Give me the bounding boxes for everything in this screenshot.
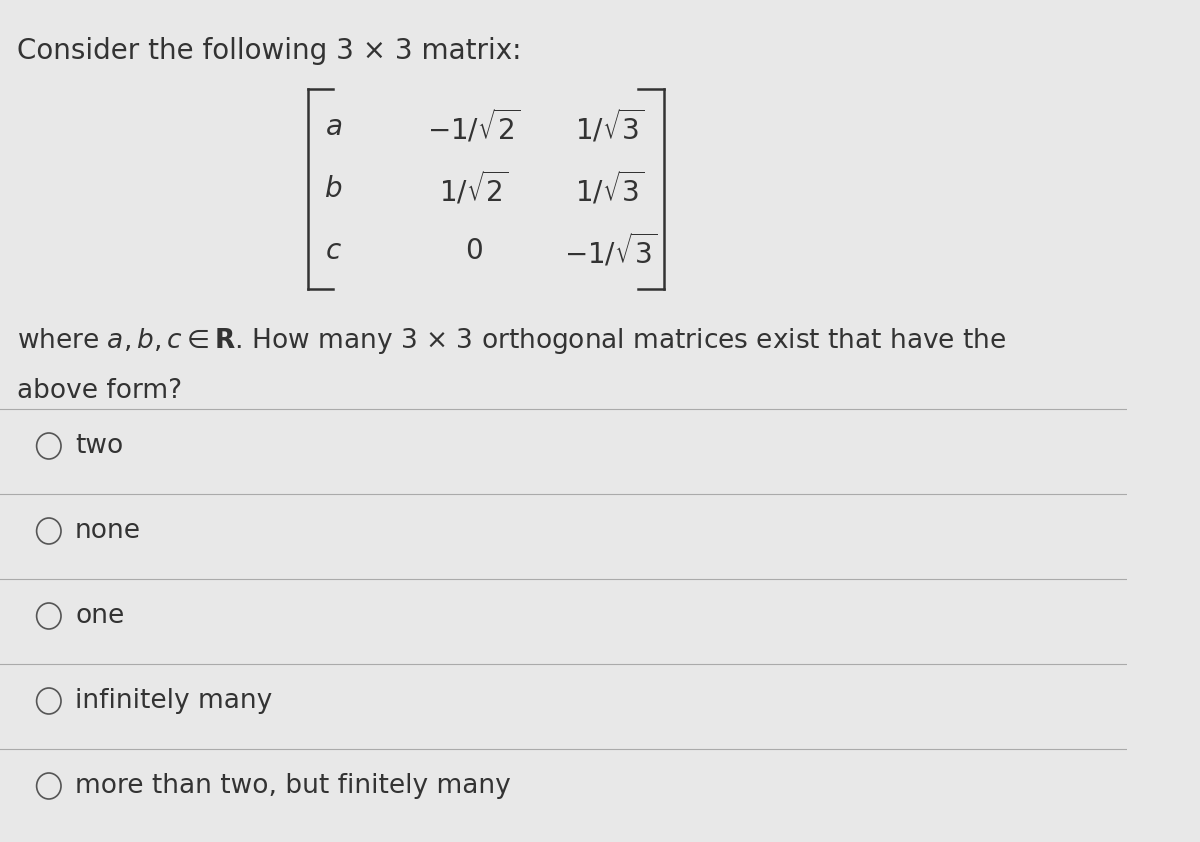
Text: above form?: above form? xyxy=(17,378,182,404)
Text: one: one xyxy=(76,603,125,629)
Text: $b$: $b$ xyxy=(324,175,342,203)
Text: none: none xyxy=(76,518,142,544)
Text: two: two xyxy=(76,433,124,459)
Text: $1/\sqrt{3}$: $1/\sqrt{3}$ xyxy=(575,108,646,146)
Text: more than two, but finitely many: more than two, but finitely many xyxy=(76,773,511,799)
Text: $-1/\sqrt{2}$: $-1/\sqrt{2}$ xyxy=(427,108,521,146)
Text: $0$: $0$ xyxy=(466,237,484,265)
Text: Consider the following 3 × 3 matrix:: Consider the following 3 × 3 matrix: xyxy=(17,37,521,65)
Text: $c$: $c$ xyxy=(325,237,342,265)
Text: $-1/\sqrt{3}$: $-1/\sqrt{3}$ xyxy=(564,232,656,269)
Text: $1/\sqrt{2}$: $1/\sqrt{2}$ xyxy=(439,170,509,208)
Text: $1/\sqrt{3}$: $1/\sqrt{3}$ xyxy=(575,170,646,208)
Text: $a$: $a$ xyxy=(325,113,342,141)
Text: infinitely many: infinitely many xyxy=(76,688,272,714)
Text: where $a, b, c \in \mathbf{R}$. How many 3 $\times$ 3 orthogonal matrices exist : where $a, b, c \in \mathbf{R}$. How many… xyxy=(17,326,1007,356)
